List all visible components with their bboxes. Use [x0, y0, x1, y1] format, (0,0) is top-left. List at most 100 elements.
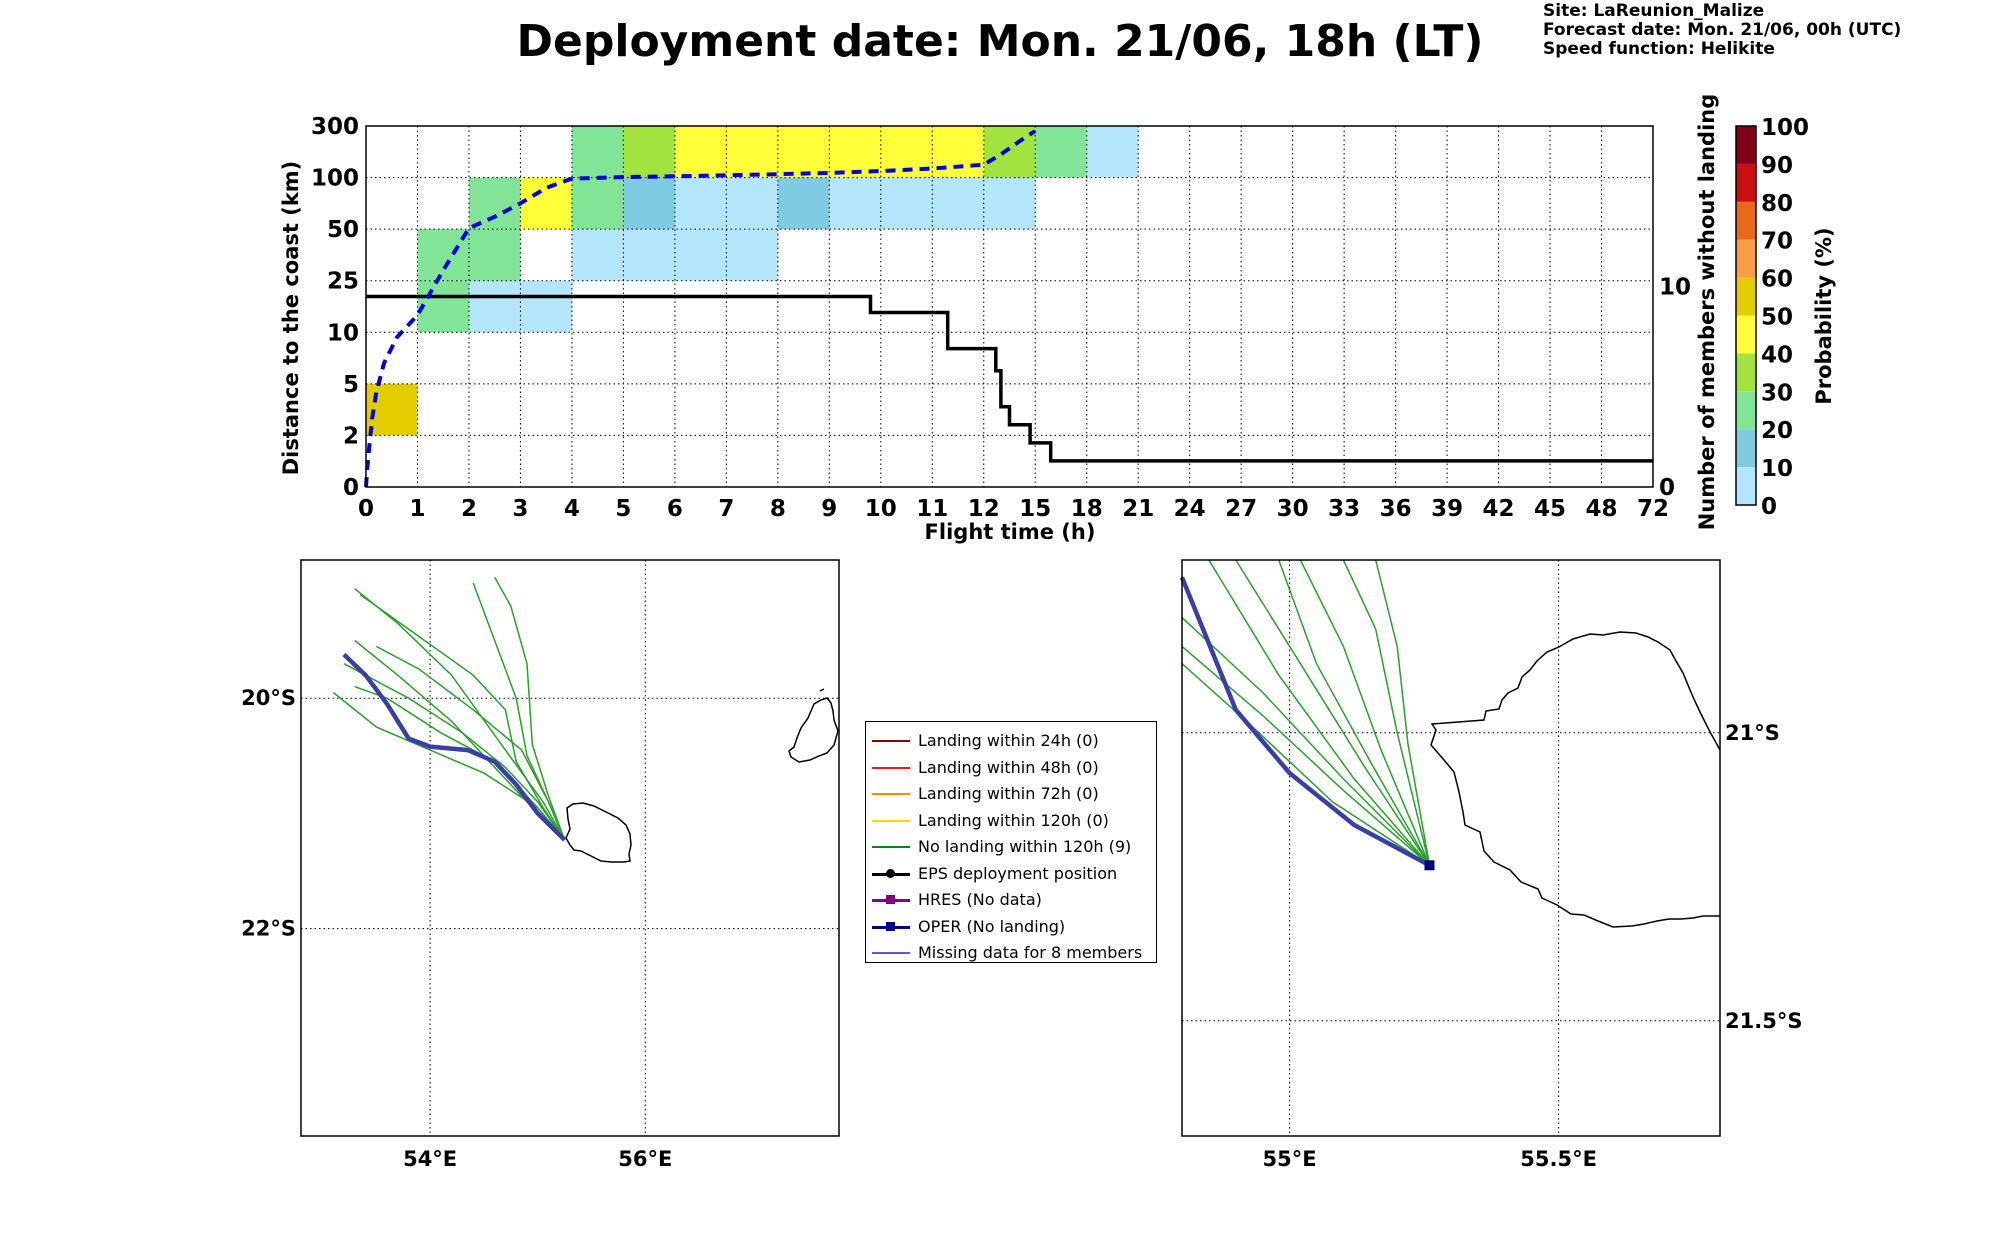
heatmap-x-label: Flight time (h)	[925, 520, 1096, 544]
member-trajectory	[1235, 559, 1431, 866]
heatmap-cell	[777, 177, 830, 230]
colorbar-swatch	[1736, 467, 1756, 505]
colorbar-tick-label: 70	[1761, 229, 1793, 255]
heatmap-cell	[468, 229, 521, 281]
heatmap-grid	[366, 126, 1653, 487]
colorbar-tick-label: 30	[1761, 380, 1793, 406]
legend-item: HRES (No data)	[866, 888, 1156, 914]
heatmap-cell	[674, 126, 984, 178]
zoom-map-y-tick-labels: 21°S 21.5°S	[1725, 721, 1802, 1033]
member-trajectory	[375, 645, 566, 841]
colorbar-swatch	[1736, 353, 1756, 392]
heatmap-cell	[520, 177, 572, 230]
colorbar-swatch	[1736, 315, 1756, 354]
heatmap-y2-label: Number of members without landing	[1695, 94, 1719, 531]
zoom-map-grid	[1182, 560, 1720, 1136]
legend-label: Landing within 48h (0)	[918, 757, 1099, 777]
legend-swatch-line	[872, 819, 910, 822]
x-tick-label: 72	[1637, 496, 1669, 522]
regional-map-grid	[301, 560, 839, 1136]
heatmap-x-tick-labels: 0 1 2 3 4 5 6 7 8 9 10 11 12 15 18 21 24 27 30 33 36 39 42 45 48…	[358, 496, 1669, 522]
reunion-coastline-zoom	[1430, 631, 1721, 928]
x-tick-label: 15	[1019, 496, 1051, 522]
y-tick-label: 300	[311, 114, 359, 140]
legend-item: OPER (No landing)	[866, 915, 1156, 941]
map-x-tick-label: 55.5°E	[1520, 1147, 1597, 1171]
legend-label: OPER (No landing)	[918, 916, 1066, 936]
map-x-tick-label: 55°E	[1263, 1147, 1317, 1171]
legend-item: Landing within 24h (0)	[866, 729, 1156, 755]
member-trajectory	[1181, 663, 1430, 866]
member-trajectory	[343, 663, 566, 841]
x-tick-label: 33	[1328, 496, 1360, 522]
heatmap-cell	[1035, 126, 1087, 178]
x-tick-label: 4	[564, 496, 580, 522]
legend-swatch-line	[872, 793, 910, 795]
heatmap-cell	[623, 126, 675, 178]
member-trajectory	[354, 588, 566, 841]
heatmap-cell	[520, 280, 572, 333]
island-dot-regional	[819, 688, 825, 692]
member-trajectory	[494, 576, 566, 841]
heatmap-cell	[417, 280, 469, 333]
x-tick-label: 0	[358, 496, 374, 522]
x-tick-label: 2	[461, 496, 477, 522]
colorbar-tick-label: 90	[1761, 153, 1793, 179]
y2-tick-label: 10	[1659, 274, 1691, 300]
member-trajectory	[359, 593, 566, 841]
heatmap-cells	[366, 126, 1139, 436]
x-tick-label: 18	[1071, 496, 1103, 522]
map-x-tick-label: 56°E	[618, 1147, 672, 1171]
colorbar-tick-label: 80	[1761, 191, 1793, 217]
heatmap-cell	[571, 229, 624, 281]
x-tick-label: 5	[615, 496, 631, 522]
x-tick-label: 6	[667, 496, 683, 522]
heatmap-cell	[623, 229, 675, 281]
regional-map-member-trajectories	[332, 576, 566, 841]
heatmap-y2-tick-labels: 0 10	[1659, 274, 1691, 501]
zoom-map: 55°E 55.5°E 21°S 21.5°S	[1179, 559, 1802, 1171]
x-tick-label: 21	[1122, 496, 1154, 522]
colorbar-tick-labels: 0 10 20 30 40 50 60 70 80 90 100	[1761, 115, 1809, 520]
zoom-map-x-tick-labels: 55°E 55.5°E	[1263, 1147, 1597, 1171]
colorbar-swatch	[1736, 277, 1756, 316]
heatmap-frame	[365, 125, 1654, 488]
x-tick-label: 3	[512, 496, 528, 522]
legend-swatch-line	[872, 766, 910, 769]
colorbar-swatch	[1736, 126, 1756, 164]
map-x-tick-label: 54°E	[403, 1147, 457, 1171]
forecast-info-block: Site: LaReunion_Malize Forecast date: Mo…	[1543, 2, 1901, 59]
speed-function-label: Speed function: Helikite	[1543, 39, 1775, 59]
regional-map: 54°E 56°E 20°S 22°S	[241, 559, 840, 1171]
x-tick-label: 24	[1174, 496, 1206, 522]
legend-item: Landing within 120h (0)	[866, 809, 1156, 835]
x-tick-label: 42	[1483, 496, 1515, 522]
y-tick-label: 25	[327, 269, 359, 295]
legend-marker	[886, 895, 895, 904]
colorbar-swatch	[1736, 239, 1756, 278]
x-tick-label: 1	[409, 496, 425, 522]
heatmap-cell	[983, 126, 1036, 178]
colorbar-tick-label: 0	[1761, 494, 1777, 520]
x-tick-label: 45	[1534, 496, 1566, 522]
legend-item: No landing within 120h (9)	[866, 835, 1156, 861]
legend-item: EPS deployment position	[866, 862, 1156, 888]
legend-label: Landing within 72h (0)	[918, 784, 1099, 803]
heatmap-y-label: Distance to the coast (km)	[279, 161, 303, 476]
legend-swatch-line	[872, 952, 910, 954]
x-tick-label: 27	[1225, 496, 1257, 522]
mauritius-coastline-regional	[788, 697, 839, 763]
heatmap-cell	[571, 177, 624, 230]
page-title: Deployment date: Mon. 21/06, 18h (LT)	[516, 16, 1484, 67]
heatmap-cell	[674, 229, 778, 281]
trajectory-legend: Landing within 24h (0) Landing within 48h…	[865, 721, 1157, 963]
member-trajectory	[1374, 559, 1431, 866]
x-tick-label: 8	[770, 496, 786, 522]
colorbar-tick-label: 40	[1761, 342, 1793, 368]
zoom-map-oper-trajectory	[1179, 576, 1431, 868]
reunion-coastline-regional	[565, 802, 632, 863]
legend-label: Missing data for 8 members	[918, 943, 1143, 962]
regional-map-y-tick-labels: 20°S 22°S	[241, 686, 296, 940]
